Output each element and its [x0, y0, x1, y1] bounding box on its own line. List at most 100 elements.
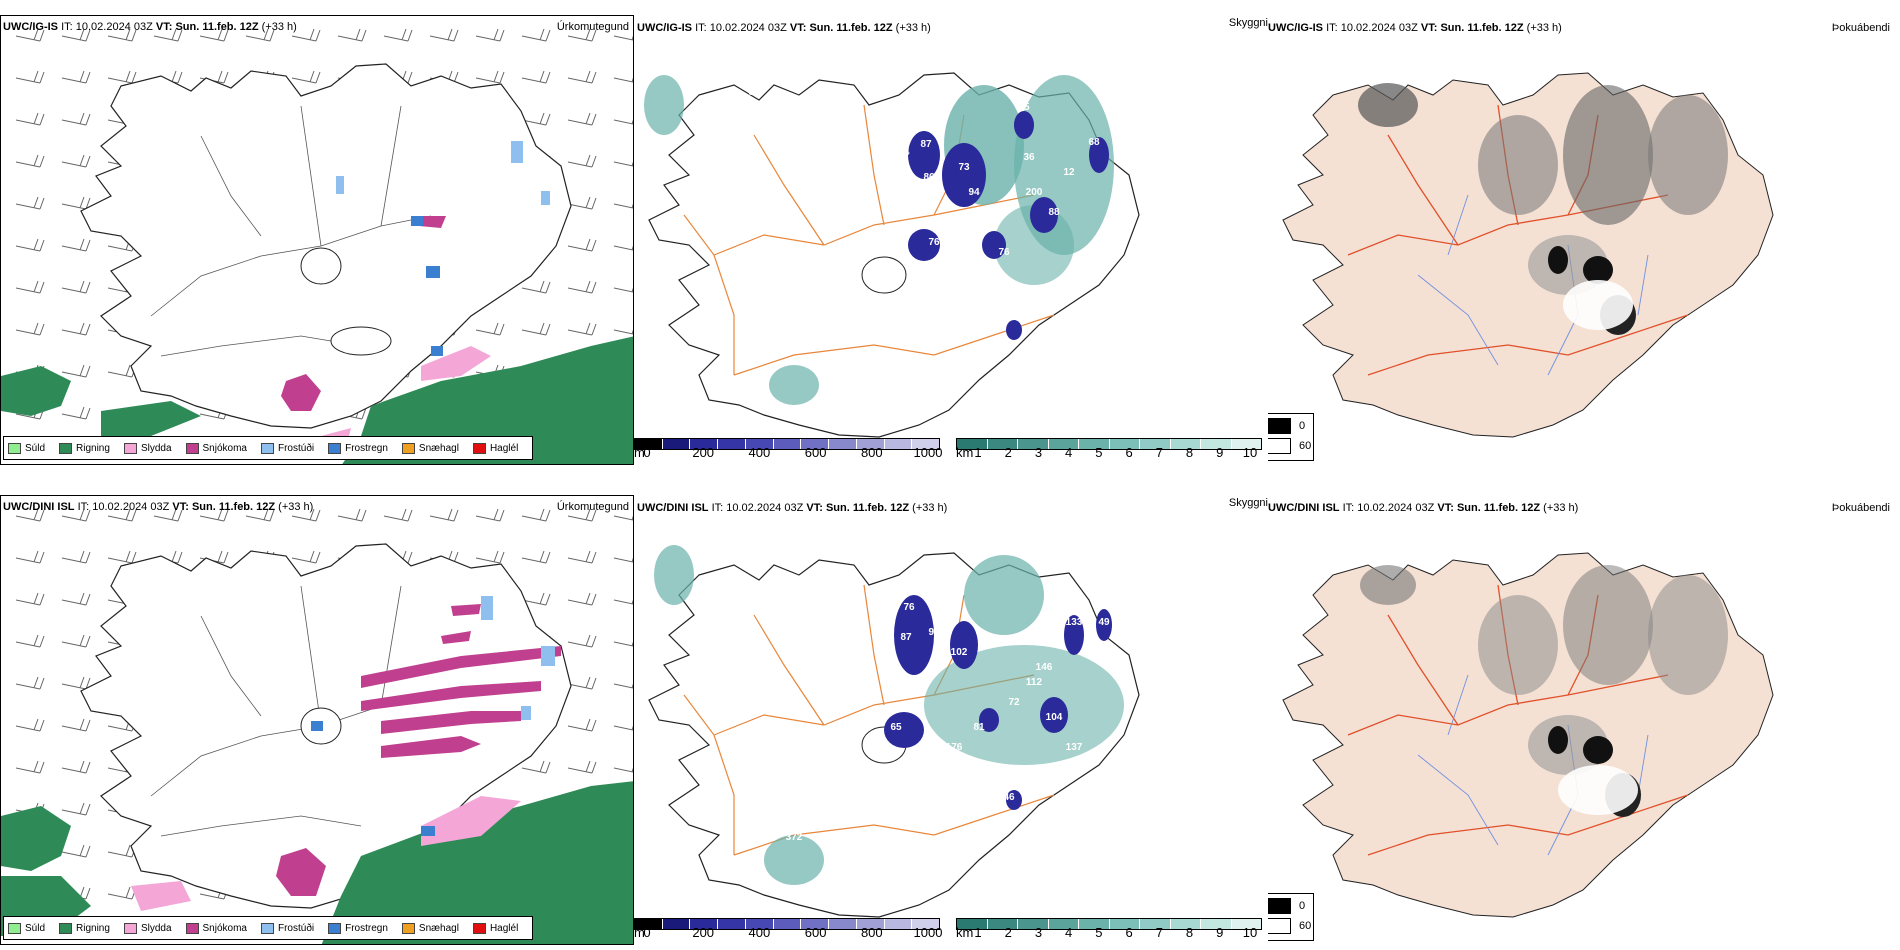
- wind-barb: [61, 406, 91, 420]
- colorbar-segment: [1109, 439, 1140, 449]
- cloud-panel-header-bottom: UWC/DINI ISL IT: 10.02.2024 03Z VT: Sun.…: [637, 502, 948, 514]
- legend-item: Frostúði: [260, 442, 314, 454]
- fog-legend-swatch: [1268, 898, 1291, 914]
- colorbar-segment: [1231, 439, 1261, 449]
- colorbar-tick: 10: [1242, 445, 1258, 460]
- glacier-outline: [330, 326, 392, 356]
- wind-barb: [567, 154, 597, 168]
- colorbar-segment: [987, 919, 1018, 929]
- fog-index-legend: 0 60: [1268, 893, 1314, 941]
- cloud-base-label: 200: [1026, 187, 1043, 198]
- colorbar-tick: 1: [974, 445, 982, 460]
- wind-barb: [567, 676, 597, 690]
- wind-barb: [15, 280, 45, 294]
- wind-barb: [61, 70, 91, 84]
- iceland-precip-map-top: [1, 28, 633, 464]
- cloud-base-label: 86: [923, 172, 935, 183]
- wind-barb: [613, 725, 633, 731]
- legend-swatch: [8, 922, 21, 934]
- colorbar-segment: [1201, 439, 1232, 449]
- iceland-cloud-map-bottom: 131 10 76 87 96 102 65 176 81 72 112 146 133 49 104 137…: [648, 545, 1140, 918]
- legend-item: Frostregn: [328, 442, 388, 454]
- cloud-base-label: 87: [900, 632, 912, 643]
- colorbar-tick: 8: [1185, 445, 1194, 460]
- colorbar-segment: [957, 439, 988, 449]
- colorbar-segment: [829, 439, 857, 449]
- legend-label: Snjókoma: [202, 442, 247, 454]
- colorbar-segment: [912, 919, 940, 929]
- wind-barb: [521, 760, 551, 774]
- colorbar-segment: [1140, 439, 1171, 449]
- wind-barb: [613, 245, 633, 251]
- colorbar-segment: [1201, 919, 1232, 929]
- colorbar-tick: 800: [860, 925, 883, 940]
- cloud-base-label: 81: [973, 722, 985, 733]
- cloud-base-labels: 82 73 84 87 86 73 81 94 76 13 76 72 48 85 200 36 88 68 12: [748, 87, 1100, 336]
- colorbar-segment: [1048, 919, 1079, 929]
- colorbar-segment: [829, 919, 857, 929]
- colorbar-tick: 400: [748, 445, 771, 460]
- colorbar-segment: [1018, 919, 1049, 929]
- colorbar-segment: [1079, 919, 1110, 929]
- colorbar-segment: [773, 919, 802, 929]
- wind-barb: [15, 634, 45, 648]
- legend-item: Snjókoma: [185, 442, 247, 454]
- cloud-base-label: 72: [988, 217, 1000, 228]
- precip-type-legend: Súld Rigning Slydda Snjókoma Frostúði Frostre…: [3, 436, 534, 460]
- colorbar-segment: [884, 919, 913, 929]
- fog-legend-swatch: [1268, 438, 1291, 454]
- cloud-ceiling-fields: [644, 75, 1114, 405]
- wind-barb: [521, 112, 551, 126]
- colorbar-tick: 3: [1034, 925, 1043, 940]
- wind-barb: [613, 599, 633, 605]
- legend-label: Haglél: [489, 442, 519, 454]
- iceland-precip-map-bottom: [1, 508, 633, 944]
- colorbar-segment: [801, 919, 830, 929]
- colorbar-tick: 1: [974, 925, 982, 940]
- precip-panel-top: UWC/IG-IS IT: 10.02.2024 03Z VT: Sun. 11…: [0, 15, 634, 465]
- colorbar-tick: 10: [1242, 925, 1258, 940]
- wind-barb: [475, 550, 505, 564]
- panel-header: UWC/IG-IS IT: 10.02.2024 03Z VT: Sun. 11…: [1268, 22, 1562, 34]
- cloud-base-label: 95: [998, 767, 1010, 778]
- legend-swatch: [123, 442, 137, 454]
- panel-title: Þokuábendi: [1831, 22, 1890, 34]
- wind-barb: [613, 119, 633, 125]
- colorbar-segment: [662, 919, 691, 929]
- legend-label: Snjókoma: [202, 922, 247, 934]
- wind-barb: [521, 508, 551, 522]
- cloud-base-label: 76: [998, 247, 1010, 258]
- wind-barb: [199, 508, 229, 522]
- colorbar-tick: 400: [748, 925, 771, 940]
- colorbar-segment: [662, 439, 691, 449]
- legend-label: Snæhagl: [418, 922, 459, 934]
- colorbar-tick: 4: [1065, 445, 1073, 460]
- legend-item: Rigning: [59, 922, 110, 934]
- wind-barb: [15, 70, 45, 84]
- wind-barb: [613, 287, 633, 293]
- fog-legend-row: 60: [1268, 918, 1311, 934]
- colorbar-segment: [1048, 439, 1079, 449]
- wind-barb: [567, 280, 597, 294]
- legend-item: Slydda: [123, 922, 172, 934]
- wind-barb: [613, 641, 633, 647]
- cloud-base-label: 112: [1026, 677, 1043, 688]
- colorbar-tick: 1000: [913, 445, 943, 460]
- wind-barb: [521, 70, 551, 84]
- cloud-base-label: 68: [1088, 137, 1100, 148]
- wind-barb: [61, 364, 91, 378]
- cloud-base-label: 65: [890, 722, 902, 733]
- wind-barb: [383, 28, 413, 42]
- colorbar-segment: [745, 919, 774, 929]
- wind-barb: [15, 28, 45, 42]
- colorbar-segment: [1079, 439, 1110, 449]
- wind-barb: [567, 508, 597, 522]
- legend-label: Frostúði: [277, 922, 315, 934]
- legend-item: Súld: [8, 442, 45, 454]
- legend-item: Frostregn: [328, 922, 388, 934]
- colorbar-tick: 7: [1155, 925, 1163, 940]
- wind-barb: [61, 760, 91, 774]
- legend-swatch: [260, 442, 274, 454]
- fog-legend-value: 60: [1299, 440, 1312, 452]
- cloud-base-label: 102: [951, 647, 968, 658]
